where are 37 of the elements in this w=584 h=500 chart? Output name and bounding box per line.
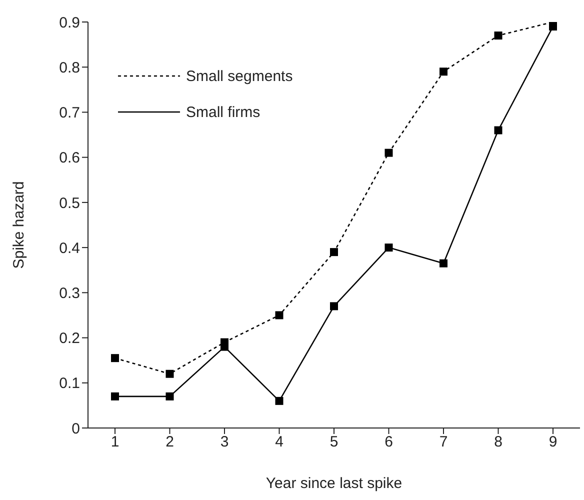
- y-axis-title: Spike hazard: [10, 181, 28, 269]
- x-tick-label: 6: [384, 434, 393, 451]
- point: [440, 68, 448, 76]
- point: [440, 259, 448, 268]
- point: [275, 311, 284, 320]
- point: [494, 32, 502, 40]
- x-tick-label: 3: [220, 434, 229, 451]
- x-tick-label: 8: [494, 434, 502, 451]
- point: [166, 392, 174, 400]
- point: [111, 392, 119, 400]
- point: [330, 302, 338, 310]
- legend-label: Small segments: [186, 68, 293, 84]
- y-tick-label: 0.5: [59, 194, 80, 212]
- y-tick-label: 0.6: [59, 150, 80, 167]
- x-tick-label: 2: [166, 434, 174, 451]
- legend-label: Small firms: [186, 104, 260, 120]
- point: [330, 248, 338, 256]
- y-tick-label: 0: [72, 420, 80, 438]
- y-tick-label: 0.2: [59, 330, 80, 348]
- x-tick-label: 1: [110, 434, 120, 451]
- point: [166, 370, 174, 378]
- x-tick-label: 9: [548, 434, 558, 451]
- y-tick-label: 0.4: [59, 240, 80, 257]
- point: [384, 148, 393, 157]
- point: [111, 354, 119, 362]
- point: [494, 126, 502, 134]
- x-tick-label: 7: [439, 434, 448, 451]
- y-tick-label: 0.1: [59, 375, 80, 392]
- y-tick-label: 0.3: [59, 284, 80, 302]
- x-tick-label: 5: [330, 434, 338, 451]
- point: [275, 396, 284, 405]
- y-tick-label: 0.9: [59, 14, 80, 32]
- x-axis-title: Year since last spike: [266, 475, 402, 492]
- x-tick-label: 4: [275, 434, 284, 451]
- y-tick-label: 0.7: [59, 104, 80, 122]
- y-tick-label: 0.8: [59, 59, 80, 76]
- point: [384, 244, 393, 252]
